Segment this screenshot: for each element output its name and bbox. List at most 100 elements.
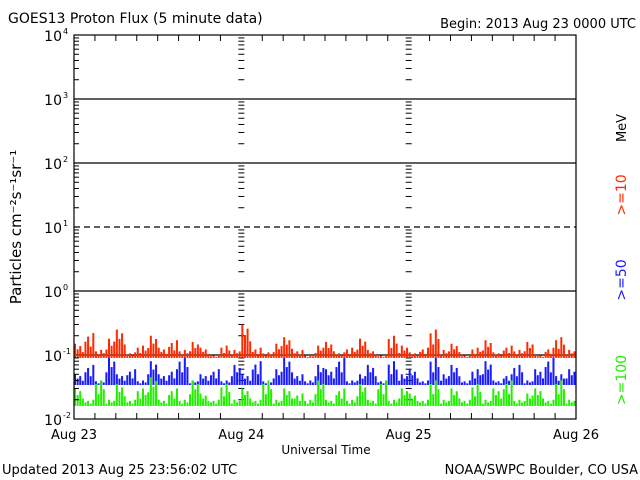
data-bar [395, 369, 398, 385]
data-bar [165, 353, 168, 358]
data-bar [89, 403, 92, 406]
data-bar [270, 389, 273, 406]
data-bar [168, 346, 171, 358]
data-bar [126, 354, 129, 358]
data-bar [293, 378, 296, 385]
data-bar [353, 402, 356, 406]
data-bar [89, 346, 92, 358]
data-bar [267, 380, 270, 406]
data-bar [89, 376, 92, 385]
data-bar [353, 351, 356, 358]
data-bar [358, 384, 362, 406]
data-bar [549, 372, 552, 385]
data-bar [382, 394, 385, 406]
data-bar [421, 381, 424, 385]
data-bar [505, 376, 508, 385]
data-bar [162, 400, 165, 406]
data-bar [107, 399, 111, 406]
data-bar [314, 352, 317, 358]
data-bar [181, 372, 184, 385]
data-bar [568, 399, 571, 406]
data-bar [573, 400, 576, 406]
data-bar [283, 388, 286, 406]
data-bar [437, 338, 440, 358]
data-bar [160, 378, 163, 385]
data-bar [479, 391, 482, 406]
data-bar [152, 343, 155, 358]
y-tick-label: 10 [44, 349, 62, 365]
data-bar [175, 340, 178, 358]
y-tick-label: 10 [44, 221, 62, 237]
data-bar [528, 382, 531, 385]
data-bar [531, 344, 534, 358]
data-bar [492, 352, 495, 358]
data-bar [160, 351, 163, 358]
data-bar [356, 396, 359, 406]
data-bar [411, 354, 414, 358]
data-bar [539, 355, 542, 358]
data-bar [515, 376, 518, 385]
data-bar [139, 383, 142, 385]
data-bar [390, 374, 393, 385]
data-bar [217, 399, 220, 406]
data-bar [238, 400, 241, 406]
x-tick-label: Aug 25 [386, 428, 432, 443]
data-bar [413, 395, 416, 406]
data-bar [136, 391, 139, 406]
data-bar [100, 349, 103, 358]
data-bar [118, 378, 121, 385]
data-bar [351, 347, 354, 358]
data-bar [285, 344, 288, 358]
data-bar [230, 403, 233, 406]
data-bar [445, 378, 448, 385]
data-bar [505, 384, 508, 406]
data-bar [207, 400, 210, 406]
data-bar [369, 402, 372, 406]
data-bar [366, 399, 369, 406]
data-bar [223, 352, 226, 358]
source-label: NOAA/SWPC Boulder, CO USA [445, 463, 638, 478]
data-bar [243, 395, 246, 406]
data-bar [160, 402, 163, 406]
data-bar [382, 356, 385, 358]
data-bar [157, 374, 160, 385]
data-bar [466, 356, 469, 358]
data-bar [340, 372, 343, 385]
data-bar [209, 402, 212, 406]
data-bar [270, 354, 273, 358]
data-bar [74, 374, 77, 385]
data-bar [186, 402, 189, 406]
data-bar [228, 350, 231, 358]
data-bar [374, 354, 377, 358]
data-bar [562, 389, 565, 406]
data-bar [173, 378, 176, 385]
data-bar [419, 351, 422, 358]
data-bar [288, 361, 291, 385]
data-bar [515, 354, 518, 358]
data-bar [84, 402, 87, 406]
data-bar [94, 351, 97, 358]
data-bar [549, 403, 552, 406]
data-bar [549, 353, 552, 358]
data-bar [338, 391, 341, 406]
data-bar [343, 357, 346, 385]
data-bar [291, 348, 294, 358]
legend-label: >=10 [614, 174, 630, 215]
data-bar [196, 381, 199, 385]
data-bar [241, 324, 244, 358]
data-bar [369, 353, 372, 358]
data-bar [262, 384, 265, 406]
data-bar [560, 380, 563, 406]
data-bar [466, 383, 469, 385]
data-bar [361, 345, 364, 358]
data-bar [332, 378, 335, 385]
data-bar [460, 356, 463, 358]
data-bar [421, 349, 424, 358]
data-bar [285, 367, 288, 385]
data-bar [455, 346, 458, 358]
data-bar [76, 395, 79, 406]
data-bar [259, 347, 262, 358]
data-bar [534, 369, 537, 385]
data-bar [236, 372, 239, 385]
data-bar [277, 375, 280, 385]
